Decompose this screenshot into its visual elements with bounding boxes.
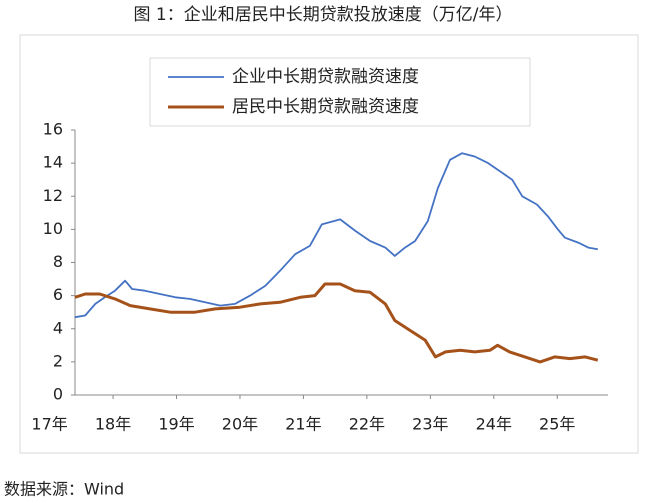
x-tick-label: 17年 xyxy=(31,415,67,434)
chart-frame xyxy=(19,34,639,454)
y-tick-label: 14 xyxy=(43,153,63,172)
y-tick-label: 6 xyxy=(53,285,63,304)
y-tick-label: 8 xyxy=(53,252,63,271)
y-tick-label: 12 xyxy=(43,186,63,205)
y-tick-label: 4 xyxy=(53,318,63,337)
x-tick-label: 21年 xyxy=(285,415,321,434)
legend-label: 企业中长期贷款融资速度 xyxy=(232,67,419,87)
source-note: 数据来源：Wind xyxy=(4,480,124,499)
series-line xyxy=(74,282,599,364)
y-tick-label: 0 xyxy=(53,385,63,404)
x-tick-label: 22年 xyxy=(349,415,385,434)
legend-label: 居民中长期贷款融资速度 xyxy=(232,97,419,117)
y-tick-label: 16 xyxy=(43,120,63,139)
series-line xyxy=(74,152,598,319)
x-tick-label: 24年 xyxy=(476,415,512,434)
legend-box xyxy=(149,57,531,127)
x-tick-label: 18年 xyxy=(95,415,131,434)
chart-title: 图 1：企业和居民中长期贷款投放速度（万亿/年） xyxy=(134,5,513,25)
y-tick-label: 2 xyxy=(53,351,63,370)
x-tick-label: 25年 xyxy=(539,415,575,434)
y-tick-label: 10 xyxy=(43,219,63,238)
x-tick-label: 20年 xyxy=(222,415,258,434)
x-tick-label: 19年 xyxy=(158,415,194,434)
x-tick-label: 23年 xyxy=(412,415,448,434)
